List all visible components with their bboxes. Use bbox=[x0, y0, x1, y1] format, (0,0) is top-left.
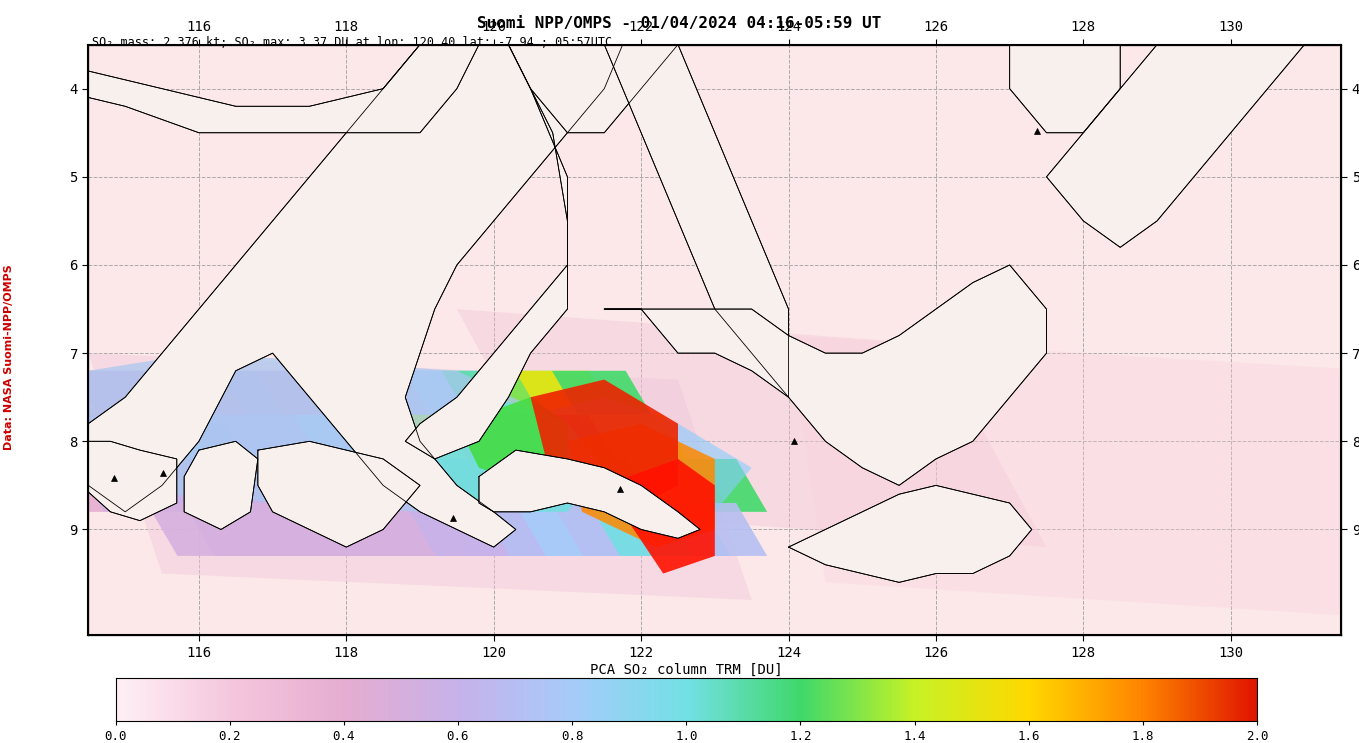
Polygon shape bbox=[420, 398, 605, 512]
Polygon shape bbox=[605, 265, 1046, 485]
Polygon shape bbox=[478, 415, 583, 468]
Polygon shape bbox=[73, 459, 178, 512]
Polygon shape bbox=[0, 256, 88, 485]
Polygon shape bbox=[257, 503, 361, 556]
Polygon shape bbox=[568, 424, 715, 547]
Polygon shape bbox=[35, 371, 141, 424]
Polygon shape bbox=[662, 503, 768, 556]
Polygon shape bbox=[294, 503, 398, 556]
Polygon shape bbox=[515, 503, 620, 556]
Polygon shape bbox=[294, 459, 398, 512]
Polygon shape bbox=[257, 415, 361, 468]
Polygon shape bbox=[294, 415, 398, 468]
Polygon shape bbox=[1257, 678, 1291, 721]
Polygon shape bbox=[552, 371, 656, 424]
Polygon shape bbox=[478, 371, 583, 424]
Polygon shape bbox=[110, 415, 215, 468]
Text: SO₂ mass: 2.376 kt; SO₂ max: 3.37 DU at lon: 120.40 lat: -7.94 ; 05:57UTC: SO₂ mass: 2.376 kt; SO₂ max: 3.37 DU at … bbox=[92, 36, 613, 48]
Polygon shape bbox=[457, 309, 1046, 547]
Polygon shape bbox=[257, 371, 361, 424]
Polygon shape bbox=[405, 459, 510, 512]
Polygon shape bbox=[368, 459, 473, 512]
Polygon shape bbox=[515, 371, 620, 424]
Polygon shape bbox=[110, 459, 215, 512]
Polygon shape bbox=[552, 459, 656, 512]
Polygon shape bbox=[147, 459, 251, 512]
Polygon shape bbox=[442, 371, 546, 424]
Polygon shape bbox=[52, 0, 700, 547]
Polygon shape bbox=[788, 336, 1359, 617]
Polygon shape bbox=[788, 485, 1031, 583]
Polygon shape bbox=[605, 1, 788, 398]
Polygon shape bbox=[588, 415, 693, 468]
Polygon shape bbox=[405, 371, 510, 424]
Polygon shape bbox=[73, 415, 178, 468]
Polygon shape bbox=[35, 459, 141, 512]
Polygon shape bbox=[147, 415, 251, 468]
Text: Suomi NPP/OMPS - 01/04/2024 04:16-05:59 UT: Suomi NPP/OMPS - 01/04/2024 04:16-05:59 … bbox=[477, 16, 882, 31]
Polygon shape bbox=[605, 459, 715, 574]
Polygon shape bbox=[330, 371, 435, 424]
Polygon shape bbox=[185, 441, 258, 530]
Polygon shape bbox=[220, 459, 325, 512]
Polygon shape bbox=[183, 459, 288, 512]
Polygon shape bbox=[110, 371, 215, 424]
Polygon shape bbox=[405, 503, 510, 556]
Polygon shape bbox=[442, 415, 546, 468]
Polygon shape bbox=[368, 503, 473, 556]
Polygon shape bbox=[183, 371, 288, 424]
Polygon shape bbox=[258, 441, 420, 547]
Polygon shape bbox=[220, 503, 325, 556]
Polygon shape bbox=[330, 459, 435, 512]
Polygon shape bbox=[147, 371, 251, 424]
Polygon shape bbox=[442, 459, 546, 512]
Title: PCA SO₂ column TRM [DU]: PCA SO₂ column TRM [DU] bbox=[590, 663, 783, 676]
Polygon shape bbox=[330, 415, 435, 468]
Polygon shape bbox=[588, 459, 693, 512]
Polygon shape bbox=[508, 0, 715, 133]
Polygon shape bbox=[220, 415, 325, 468]
Polygon shape bbox=[588, 503, 693, 556]
Text: Data: NASA Suomi-NPP/OMPS: Data: NASA Suomi-NPP/OMPS bbox=[4, 264, 14, 450]
Polygon shape bbox=[515, 415, 620, 468]
Polygon shape bbox=[368, 371, 473, 424]
Polygon shape bbox=[52, 1, 478, 133]
Polygon shape bbox=[220, 371, 325, 424]
Polygon shape bbox=[330, 503, 435, 556]
Polygon shape bbox=[368, 415, 473, 468]
Polygon shape bbox=[1010, 0, 1120, 133]
Polygon shape bbox=[478, 503, 583, 556]
Polygon shape bbox=[294, 371, 398, 424]
Polygon shape bbox=[183, 415, 288, 468]
Polygon shape bbox=[552, 503, 656, 556]
Polygon shape bbox=[442, 503, 546, 556]
Polygon shape bbox=[625, 503, 730, 556]
Polygon shape bbox=[82, 441, 177, 521]
Polygon shape bbox=[73, 371, 178, 424]
Polygon shape bbox=[52, 353, 568, 512]
Polygon shape bbox=[257, 459, 361, 512]
Polygon shape bbox=[35, 415, 141, 468]
Polygon shape bbox=[457, 398, 568, 485]
Polygon shape bbox=[82, 678, 116, 721]
Polygon shape bbox=[147, 503, 251, 556]
Polygon shape bbox=[493, 398, 752, 512]
Polygon shape bbox=[183, 503, 288, 556]
Polygon shape bbox=[515, 459, 620, 512]
Polygon shape bbox=[405, 415, 510, 468]
Polygon shape bbox=[530, 380, 678, 512]
Polygon shape bbox=[478, 459, 583, 512]
Polygon shape bbox=[552, 415, 656, 468]
Polygon shape bbox=[405, 45, 568, 459]
Polygon shape bbox=[625, 459, 730, 512]
Polygon shape bbox=[88, 353, 752, 600]
Polygon shape bbox=[641, 0, 862, 45]
Polygon shape bbox=[662, 459, 768, 512]
Polygon shape bbox=[478, 450, 700, 538]
Polygon shape bbox=[1046, 0, 1359, 247]
